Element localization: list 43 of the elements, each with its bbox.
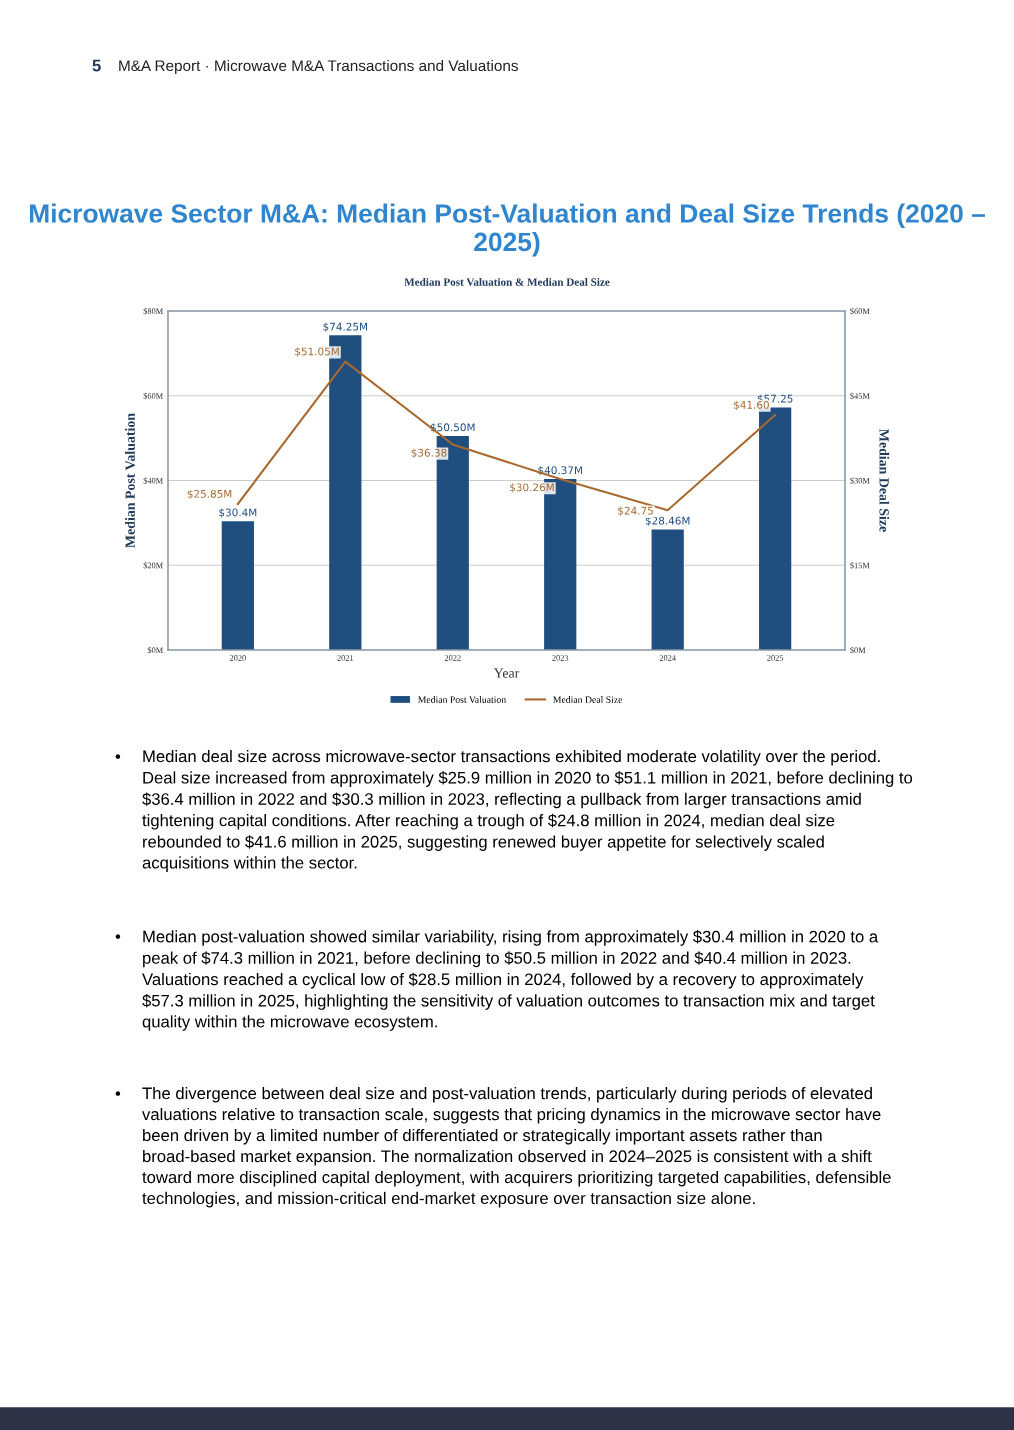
- y2-tick-label: $45M: [850, 392, 870, 400]
- data-label: $30.4M: [219, 508, 257, 518]
- text: Median deal size across microwave-sector transactions exhibited moderate volatility over the period. Deal size increased from approximately $25.9 million in 2020 to $51.1 million in 2021, before declining to $36.4 million in 2022 and $30.3 million in 2023, reflecting a pullback from larger transactions amid tightening capital conditions. After reaching a trough of $24.8 million in 2024, median deal size rebounded to $41.6 million in 2025, suggesting renewed buyer appetite for selectively scaled acquisitions within the sector.: [142, 750, 913, 872]
- text: 5: [92, 59, 101, 72]
- text: •: [115, 754, 121, 759]
- data-label: $25.85M: [187, 489, 232, 500]
- y-tick-label: $20M: [143, 562, 163, 569]
- y-tick-label: $40M: [143, 477, 163, 485]
- legend-label: Median Post Valuation: [418, 696, 506, 703]
- y-tick-label: $0M: [147, 646, 163, 654]
- data-label: $74.25M: [323, 322, 368, 332]
- bar: [221, 521, 254, 650]
- y2-tick-label: $15M: [850, 562, 870, 569]
- x-tick-label: 2023: [552, 655, 569, 661]
- text: Median post-valuation showed similar variability, rising from approximately $30.4 million in 2020 to a peak of $74.3 million in 2021, before declining to $50.5 million in 2022 and $40.4 million in 2023. Valuations reached a cyclical low of $28.5 million in 2024, followed by a recovery to approximately $57.3 million in 2025, highlighting the sensitivity of valuation outcomes to transaction mix and target quality within the microwave ecosystem.: [142, 930, 879, 1031]
- y-tick-label: $60M: [143, 392, 163, 400]
- x-tick-label: 2020: [229, 655, 246, 661]
- x-tick-label: 2022: [444, 655, 461, 661]
- data-label: $30.26M: [510, 483, 554, 493]
- y2-tick-label: $0M: [850, 646, 866, 654]
- text: •: [115, 934, 121, 939]
- x-tick-label: 2024: [659, 655, 676, 661]
- chart-title: Microwave Sector M&A: Median Post-Valuation and Deal Size Trends (2020 – 2025): [29, 203, 986, 257]
- y2-axis-title: Median Deal Size: [879, 429, 890, 532]
- y2-tick-label: $30M: [850, 477, 870, 485]
- data-label: $40.37M: [538, 466, 582, 476]
- text: •: [115, 1091, 121, 1096]
- y2-tick-label: $60M: [850, 307, 870, 315]
- data-label: $51.05M: [295, 347, 339, 357]
- x-axis-title: Year: [493, 668, 520, 678]
- data-label: $36.38: [411, 448, 447, 459]
- x-tick-label: 2021: [337, 655, 354, 661]
- data-label: $28.46M: [645, 516, 690, 526]
- y-tick-label: $80M: [143, 307, 163, 315]
- data-label: $50.50M: [430, 423, 475, 433]
- bar: [651, 529, 684, 650]
- x-tick-label: 2025: [767, 655, 784, 661]
- text: The divergence between deal size and post-valuation trends, particularly during periods of elevated valuations relative to transaction scale, suggests that pricing dynamics in the microwave sector have been driven by a limited number of differentiated or strategically important assets rather than broad-based market expansion. The normalization observed in 2024–2025 is consistent with a shift toward more disciplined capital deployment, with acquirers prioritizing targeted capabilities, defensible technologies, and mission-critical end-market exposure over transaction size alone.: [142, 1087, 891, 1208]
- chart-subtitle: Median Post Valuation & Median Deal Size: [404, 277, 610, 286]
- text: M&A Report · Microwave M&A Transactions and Valuations: [119, 59, 518, 75]
- data-label: $24.75: [618, 506, 653, 516]
- y-axis-title: Median Post Valuation: [125, 413, 135, 548]
- legend-label: Median Deal Size: [553, 696, 623, 703]
